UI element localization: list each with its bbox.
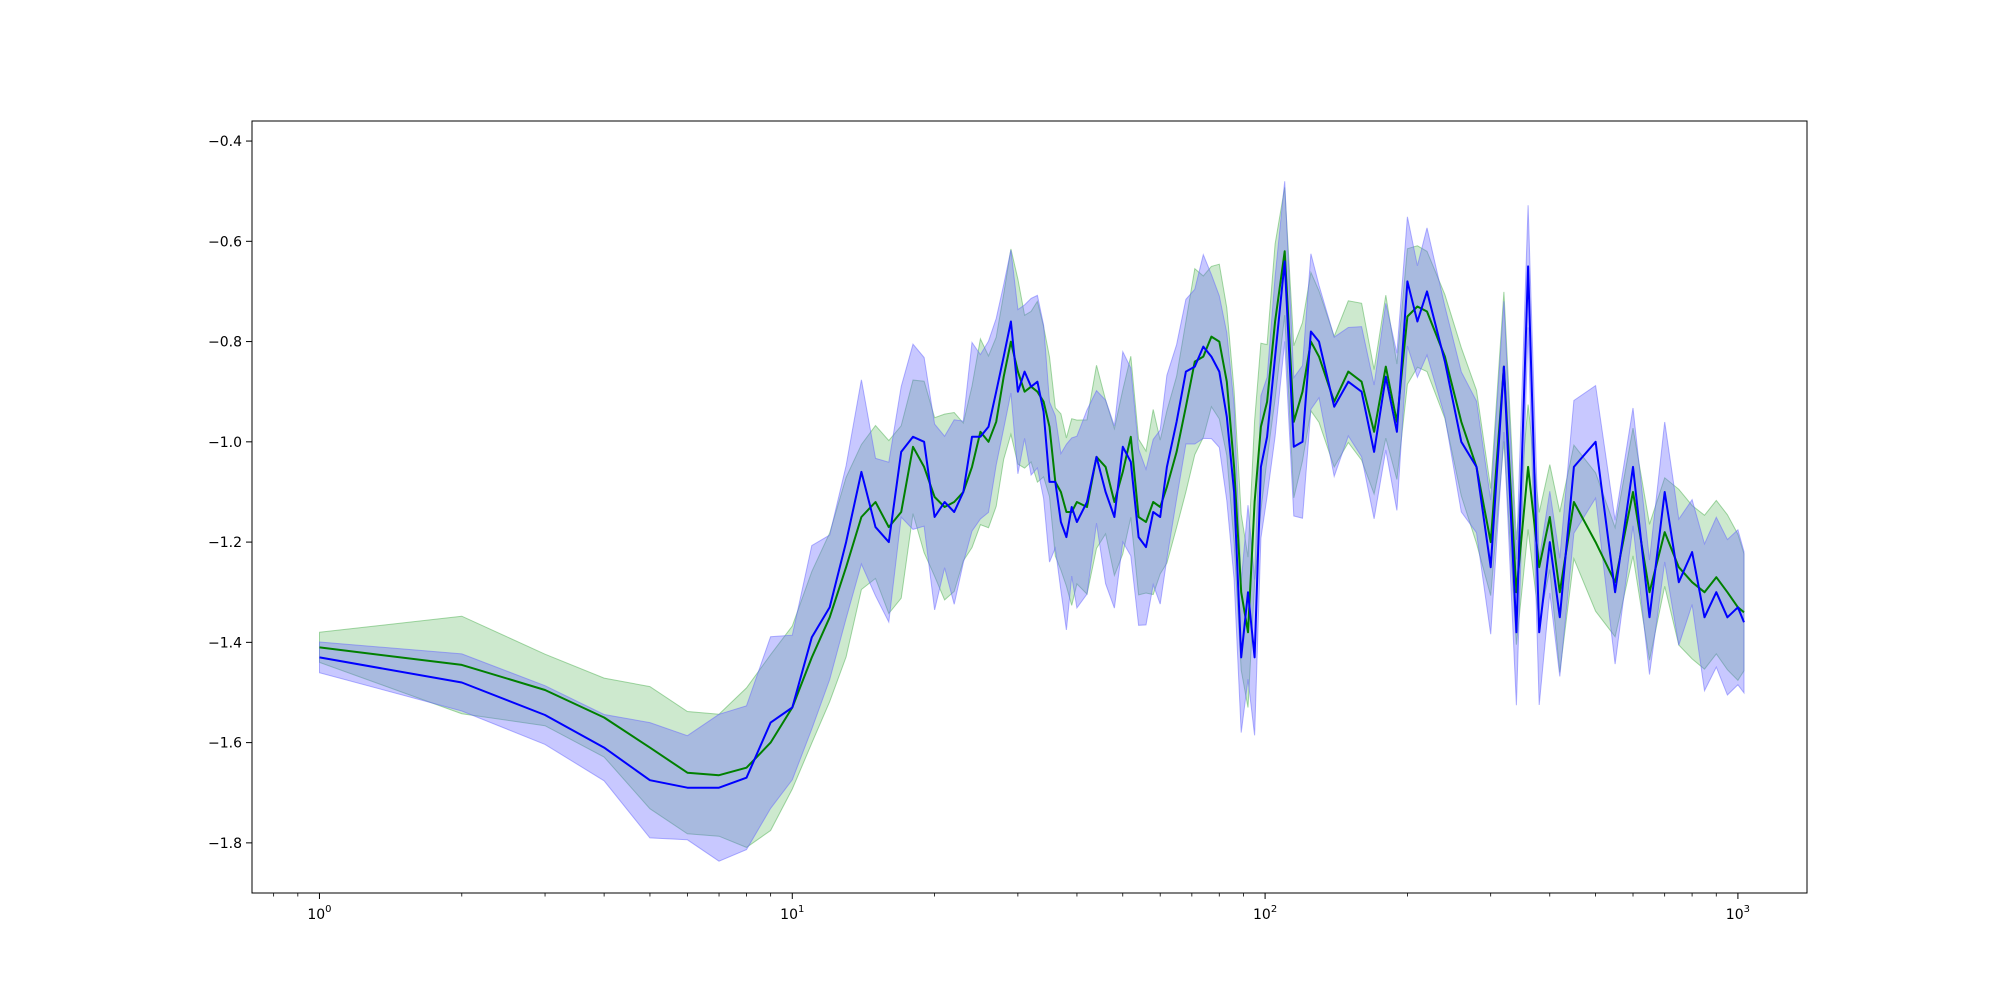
x-tick-label: 100	[307, 904, 331, 923]
y-tick-label: −0.8	[208, 335, 242, 351]
x-tick-label: 103	[1726, 904, 1750, 923]
y-tick-label: −1.0	[208, 435, 242, 451]
y-tick-label: −1.4	[208, 635, 242, 651]
x-tick-label: 101	[780, 904, 804, 923]
x-tick-label: 102	[1253, 904, 1277, 923]
y-tick-label: −1.8	[208, 836, 242, 852]
y-tick-label: −1.2	[208, 535, 242, 551]
series-2-line	[319, 260, 1745, 789]
axes: −1.8 −1.6 −1.4 −1.2 −1.0 −0.8 −0.6 −0.4 100 101 10…	[208, 120, 1808, 923]
y-tick-label: −0.4	[208, 134, 242, 150]
y-tick-label: −0.6	[208, 234, 242, 250]
plot-area	[319, 181, 1745, 862]
axes-frame	[251, 120, 1808, 894]
y-tick-label: −1.6	[208, 736, 242, 752]
series-2-band	[319, 181, 1745, 862]
